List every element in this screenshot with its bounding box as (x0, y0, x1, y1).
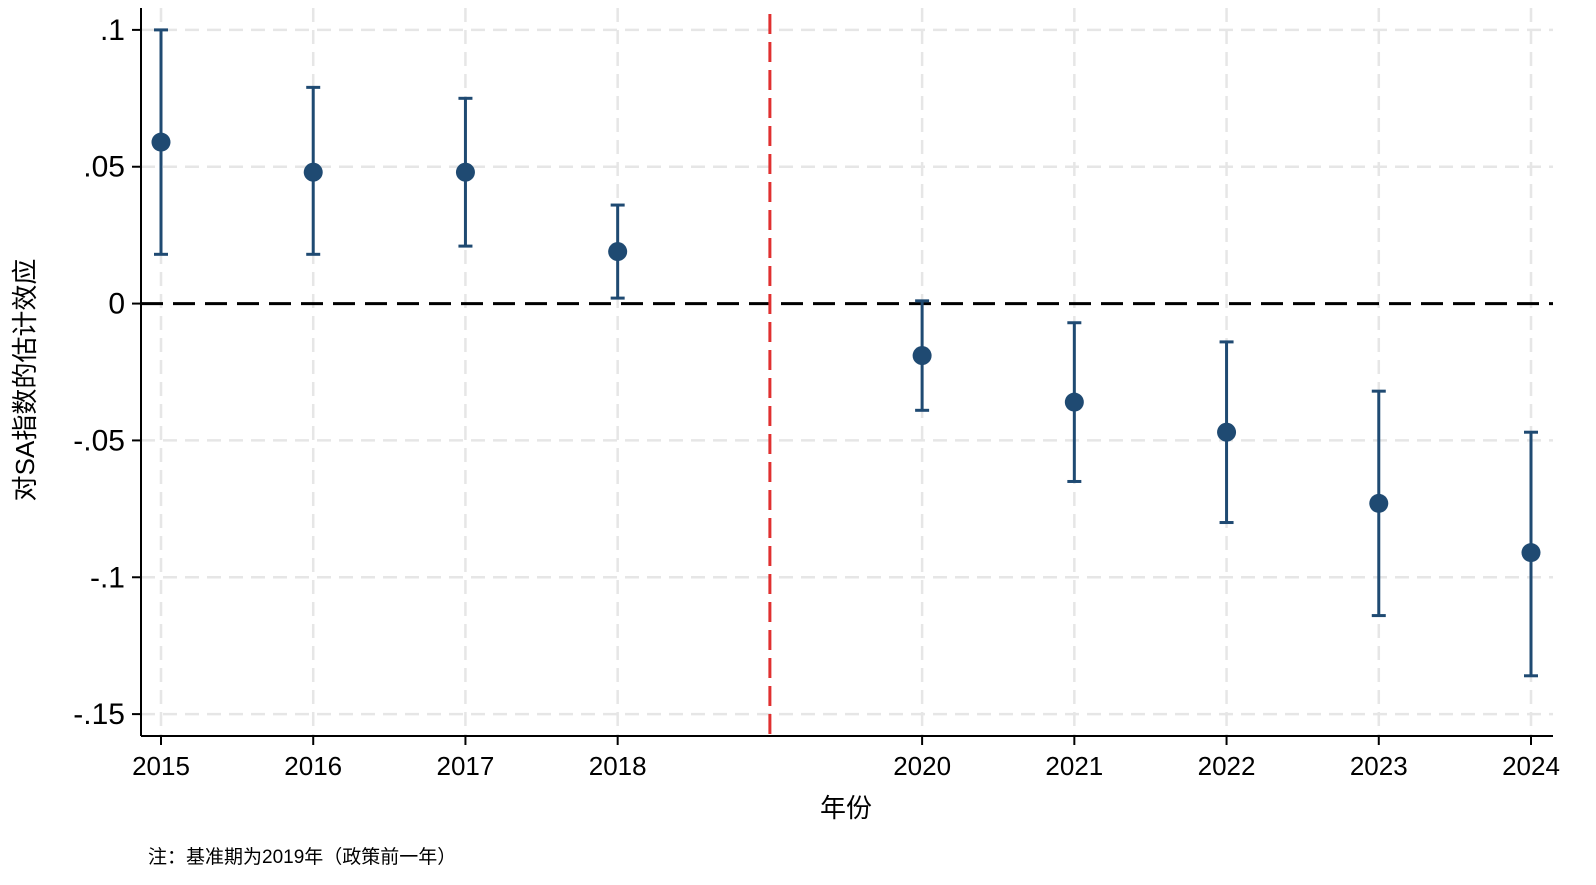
x-tick-label: 2015 (132, 751, 190, 781)
point-estimate (303, 162, 323, 182)
confidence-intervals (154, 28, 1538, 678)
y-tick-label: -.15 (73, 698, 125, 731)
x-tick-label: 2016 (284, 751, 342, 781)
point-estimate (1521, 543, 1541, 563)
point-estimate (608, 242, 628, 262)
y-ticks: .1 .05 0 -.05 -.1 -.15 (73, 14, 141, 731)
grid-layer (141, 8, 1553, 736)
x-tick-label: 2017 (437, 751, 495, 781)
figure-note: 注：基准期为2019年（政策前一年） (148, 846, 456, 868)
point-estimate (455, 162, 475, 182)
point-estimate (1369, 493, 1389, 513)
point-estimate (912, 346, 932, 366)
reference-lines (141, 14, 1553, 736)
y-tick-label: -.05 (73, 424, 125, 457)
x-tick-label: 2024 (1502, 751, 1560, 781)
x-tick-label: 2022 (1198, 751, 1256, 781)
point-estimates (151, 132, 1541, 563)
point-estimate (1064, 392, 1084, 412)
x-axis-title: 年份 (820, 793, 872, 823)
point-estimate (1217, 422, 1237, 442)
point-estimate (151, 132, 171, 152)
x-tick-label: 2018 (589, 751, 647, 781)
x-tick-label: 2021 (1045, 751, 1103, 781)
y-axis-title: 对SA指数的估计效应 (10, 259, 40, 502)
y-tick-label: 0 (108, 288, 125, 321)
x-ticks: 2015 2016 2017 2018 2020 2021 2022 2023 2024 (132, 736, 1560, 781)
x-tick-label: 2020 (893, 751, 951, 781)
y-tick-label: -.1 (90, 561, 125, 594)
y-tick-label: .05 (83, 151, 125, 184)
axes (140, 8, 1553, 737)
y-tick-label: .1 (100, 14, 125, 47)
x-tick-label: 2023 (1350, 751, 1408, 781)
